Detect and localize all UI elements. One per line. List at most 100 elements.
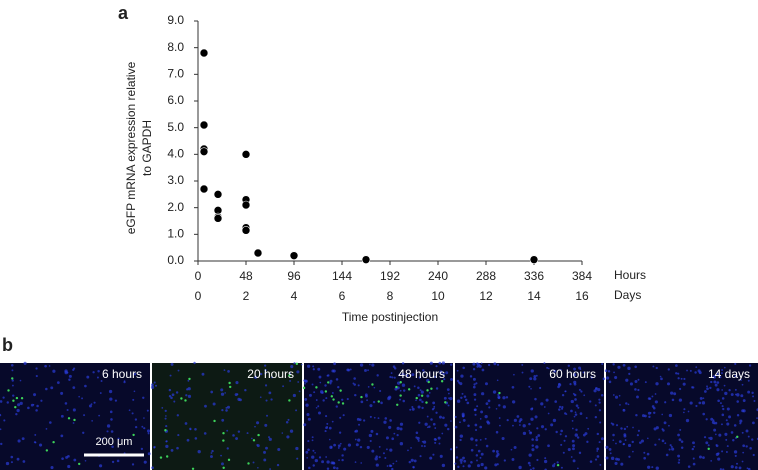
nucleus: [189, 428, 192, 431]
nucleus: [571, 427, 574, 430]
nucleus: [580, 390, 583, 393]
nucleus: [547, 412, 550, 415]
nucleus: [728, 415, 732, 419]
nucleus: [396, 426, 400, 430]
nucleus: [521, 371, 524, 374]
nucleus: [385, 448, 388, 451]
nucleus: [419, 398, 422, 402]
nucleus: [572, 459, 576, 463]
nucleus: [11, 379, 14, 382]
nucleus: [554, 400, 558, 403]
nucleus: [721, 450, 724, 453]
nucleus: [432, 422, 436, 426]
nucleus: [707, 444, 710, 447]
nucleus: [203, 432, 207, 435]
nucleus: [399, 389, 402, 392]
nucleus: [533, 375, 537, 378]
nucleus: [544, 457, 547, 460]
nucleus: [629, 382, 633, 386]
nucleus: [32, 403, 35, 406]
nucleus: [315, 399, 318, 401]
nucleus: [484, 415, 488, 419]
nucleus: [615, 442, 617, 445]
nucleus: [220, 392, 225, 396]
gfp-signal: [159, 456, 163, 459]
x-tick-label: 192: [380, 269, 400, 283]
nucleus: [308, 393, 312, 397]
nucleus: [753, 400, 756, 403]
nucleus: [565, 413, 568, 415]
nucleus: [560, 429, 563, 433]
panel-label: b: [2, 335, 13, 355]
nucleus: [573, 393, 577, 397]
nucleus: [459, 434, 464, 438]
nucleus: [610, 456, 615, 461]
nucleus: [595, 387, 598, 390]
nucleus: [306, 456, 309, 459]
nucleus: [110, 418, 113, 421]
nucleus: [437, 436, 441, 440]
nucleus: [622, 363, 626, 367]
nucleus: [111, 460, 115, 464]
nucleus: [161, 406, 164, 409]
nucleus: [614, 375, 618, 380]
nucleus: [402, 399, 406, 403]
nucleus: [225, 409, 228, 412]
nucleus: [464, 398, 468, 402]
nucleus: [259, 396, 262, 399]
data-point: [241, 226, 251, 235]
nucleus: [412, 465, 415, 469]
nucleus: [573, 380, 577, 384]
y-tick-label: 1.0: [167, 227, 184, 241]
nucleus: [710, 460, 713, 462]
nucleus: [706, 385, 708, 388]
gfp-signal: [15, 396, 19, 400]
nucleus: [460, 374, 464, 378]
nucleus: [154, 384, 158, 387]
nucleus: [398, 374, 401, 377]
gfp-signal: [420, 394, 424, 397]
nucleus: [347, 443, 351, 447]
nucleus: [724, 391, 728, 396]
nucleus: [306, 364, 311, 368]
nucleus: [339, 442, 342, 445]
nucleus: [354, 438, 357, 441]
nucleus: [3, 419, 6, 422]
nucleus: [65, 455, 69, 459]
nucleus: [35, 409, 38, 412]
nucleus: [169, 374, 172, 377]
gfp-signal: [324, 390, 328, 393]
nucleus: [35, 374, 38, 378]
nucleus: [637, 429, 640, 432]
nucleus: [460, 396, 463, 400]
nucleus: [689, 401, 693, 405]
nucleus: [756, 417, 758, 419]
nucleus: [677, 377, 680, 380]
nucleus: [442, 416, 445, 420]
x2-tick-label: 6: [339, 289, 346, 303]
nucleus: [497, 396, 501, 400]
nucleus: [572, 447, 575, 451]
nucleus: [685, 418, 690, 423]
scale-bar-label: 200 μm: [96, 436, 133, 448]
nucleus: [470, 460, 473, 464]
nucleus: [550, 423, 554, 427]
nucleus: [632, 450, 634, 453]
nucleus: [609, 452, 612, 455]
nucleus: [343, 447, 347, 451]
nucleus: [475, 444, 478, 447]
nucleus: [268, 436, 270, 439]
nucleus: [574, 433, 578, 437]
gfp-signal: [288, 399, 291, 402]
nucleus: [476, 459, 478, 462]
nucleus: [371, 363, 375, 367]
nucleus: [391, 437, 395, 441]
nucleus: [391, 376, 394, 379]
nucleus: [377, 417, 380, 420]
nucleus: [264, 372, 267, 375]
nucleus: [671, 398, 675, 402]
nucleus: [553, 369, 557, 373]
nucleus: [449, 363, 453, 366]
nucleus: [472, 362, 476, 366]
data-point: [199, 120, 209, 130]
